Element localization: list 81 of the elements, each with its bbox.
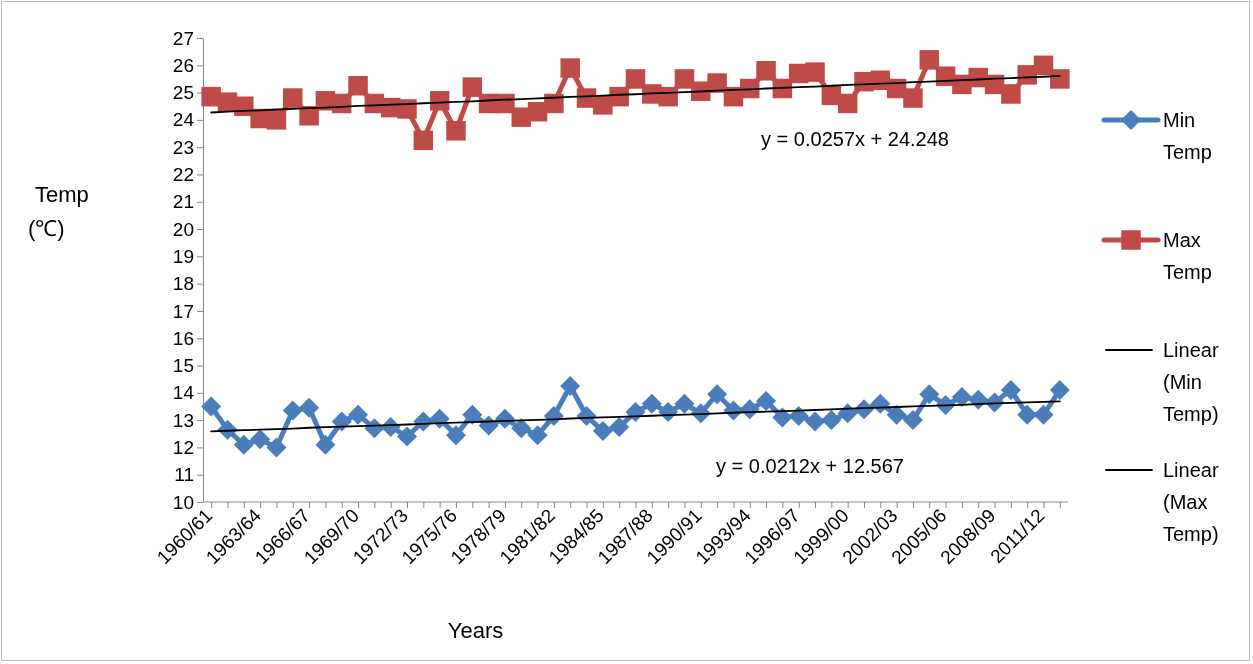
- y-tick-label: 12: [172, 436, 194, 458]
- y-tick-label: 20: [172, 218, 194, 240]
- y-tick-label: 15: [172, 355, 194, 377]
- point: [674, 69, 695, 89]
- y-tick-label: 24: [172, 109, 195, 131]
- point: [1017, 404, 1038, 425]
- y-tick-label: 27: [172, 27, 194, 49]
- annotation: y = 0.0257x + 24.248: [761, 128, 949, 150]
- point: [674, 393, 695, 414]
- point: [821, 410, 842, 431]
- y-tick-label: 10: [172, 491, 194, 513]
- point: [331, 411, 352, 432]
- point: [756, 61, 776, 81]
- legend-label: Max Temp: [1163, 229, 1212, 283]
- point: [886, 404, 907, 425]
- y-tick-label: 13: [172, 409, 194, 431]
- point: [201, 396, 222, 417]
- y-tick-label: 16: [172, 327, 194, 349]
- point: [413, 130, 434, 151]
- legend-label: Linear (Max Temp): [1163, 459, 1219, 545]
- y-tick-label: 25: [172, 82, 194, 104]
- point: [625, 69, 646, 89]
- point: [788, 406, 809, 427]
- point: [511, 418, 532, 439]
- point: [527, 425, 548, 446]
- point: [348, 404, 369, 425]
- point: [250, 429, 271, 450]
- legend-label: Min Temp: [1163, 109, 1212, 163]
- y-tick-label: 19: [172, 245, 194, 267]
- point: [707, 384, 728, 405]
- point: [282, 400, 303, 421]
- y-axis-title: Temp (℃): [28, 182, 89, 241]
- y-tick-label: 21: [172, 191, 194, 213]
- y-tick-label: 22: [172, 164, 194, 186]
- point: [1033, 55, 1054, 76]
- point: [1049, 380, 1070, 401]
- point: [592, 421, 613, 442]
- point: [919, 384, 940, 405]
- y-tick-label: 11: [174, 464, 194, 486]
- point: [903, 88, 923, 108]
- y-tick-label: 17: [172, 300, 194, 322]
- point: [560, 376, 581, 396]
- point: [1050, 69, 1070, 89]
- point: [266, 437, 287, 458]
- point: [837, 93, 858, 114]
- point: [1000, 380, 1021, 401]
- point: [902, 410, 923, 431]
- point: [397, 99, 417, 119]
- point: [805, 62, 825, 82]
- point: [756, 391, 777, 412]
- point: [919, 50, 940, 70]
- legend-label: Linear (Min Temp): [1163, 339, 1219, 425]
- point: [805, 411, 826, 432]
- point: [315, 434, 336, 455]
- point: [462, 77, 483, 97]
- point: [641, 393, 662, 414]
- y-tick-label: 23: [172, 136, 194, 158]
- point: [299, 397, 320, 418]
- point: [544, 93, 564, 114]
- point: [445, 425, 466, 446]
- point: [560, 58, 580, 78]
- point: [429, 91, 450, 111]
- point: [870, 393, 891, 414]
- point: [266, 110, 287, 130]
- point: [348, 76, 368, 96]
- x-axis-title: Years: [447, 618, 504, 643]
- point: [1033, 404, 1054, 425]
- y-tick-label: 18: [172, 273, 194, 295]
- point: [397, 426, 418, 447]
- point: [609, 416, 630, 437]
- point: [951, 386, 972, 407]
- annotation: y = 0.0212x + 12.567: [716, 455, 904, 477]
- y-tick-label: 14: [172, 382, 195, 404]
- point: [283, 88, 303, 108]
- y-tick-label: 26: [172, 54, 194, 76]
- point: [446, 121, 466, 141]
- point: [233, 434, 254, 455]
- point: [837, 403, 858, 424]
- point: [478, 415, 499, 436]
- point: [1001, 84, 1021, 104]
- point: [462, 404, 483, 425]
